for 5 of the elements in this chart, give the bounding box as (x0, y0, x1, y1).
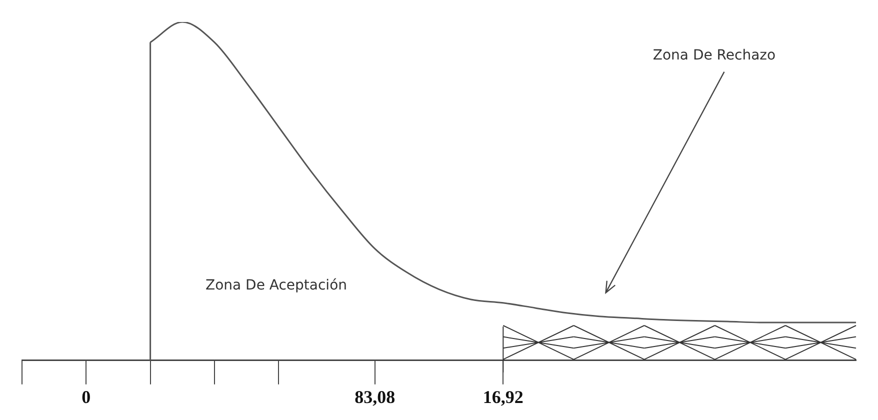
x-tick-label: 0 (82, 386, 91, 407)
annotation: Zona De Rechazo (652, 47, 776, 64)
annotation: Zona De Aceptación (205, 278, 348, 294)
x-tick-label: 16,92 (482, 386, 524, 407)
x-tick-label: 83,08 (354, 386, 396, 407)
